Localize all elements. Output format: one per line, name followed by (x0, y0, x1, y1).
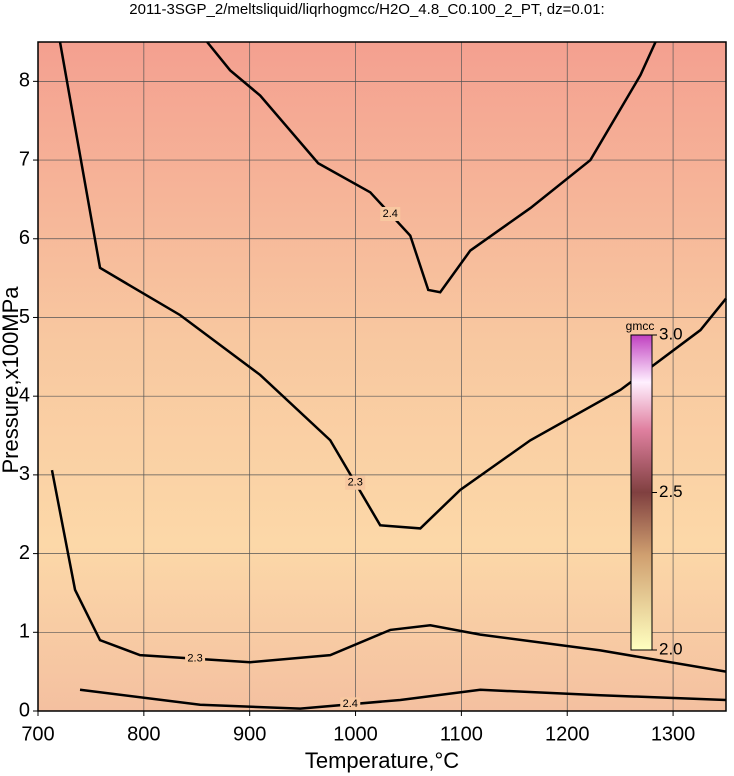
grid (37, 42, 726, 712)
y-tick-label: 5 (19, 306, 30, 328)
x-tick-label: 900 (233, 723, 266, 745)
contour-line (79, 688, 727, 710)
colorbar (630, 334, 653, 651)
colorbar-tick-label: 2.0 (659, 639, 683, 658)
contour-label: 2.3 (348, 477, 363, 489)
y-tick-label: 7 (19, 148, 30, 170)
contour-line (206, 41, 657, 294)
chart-title: 2011-3SGP_2/meltsliquid/liqrhogmcc/H2O_4… (129, 1, 604, 18)
x-tick-label: 800 (127, 723, 160, 745)
contour-label: 2.3 (187, 653, 202, 665)
y-axis-label: Pressure,x100MPa (0, 286, 23, 474)
y-tick-label: 1 (19, 621, 30, 643)
y-tick-label: 4 (19, 384, 30, 406)
x-tick-label: 1100 (440, 723, 483, 745)
plot-frame (37, 41, 727, 712)
contour-label-bg (345, 475, 366, 490)
x-tick-label: 1300 (651, 723, 696, 745)
plot-background (38, 42, 726, 711)
contour-label: 2.4 (343, 698, 358, 710)
y-tick-label: 3 (19, 463, 30, 485)
colorbar-tick-label: 2.5 (659, 482, 683, 501)
contour-label-bg (340, 697, 361, 712)
y-tick-label: 0 (19, 699, 30, 721)
contour-label: 2.4 (383, 208, 398, 220)
colorbar-label: gmcc (626, 319, 655, 333)
x-axis-label: Temperature,°C (305, 748, 459, 773)
contour-label-bg (380, 206, 401, 221)
contour-label-bg (185, 651, 206, 666)
x-tick-label: 1000 (333, 723, 378, 745)
y-tick-label: 8 (19, 70, 30, 92)
y-tick-label: 6 (19, 227, 30, 249)
y-tick-label: 2 (19, 542, 30, 564)
colorbar-tick-label: 3.0 (659, 324, 683, 343)
contour-line (50, 469, 727, 673)
x-tick-label: 700 (21, 723, 54, 745)
x-tick-label: 1200 (545, 723, 590, 745)
